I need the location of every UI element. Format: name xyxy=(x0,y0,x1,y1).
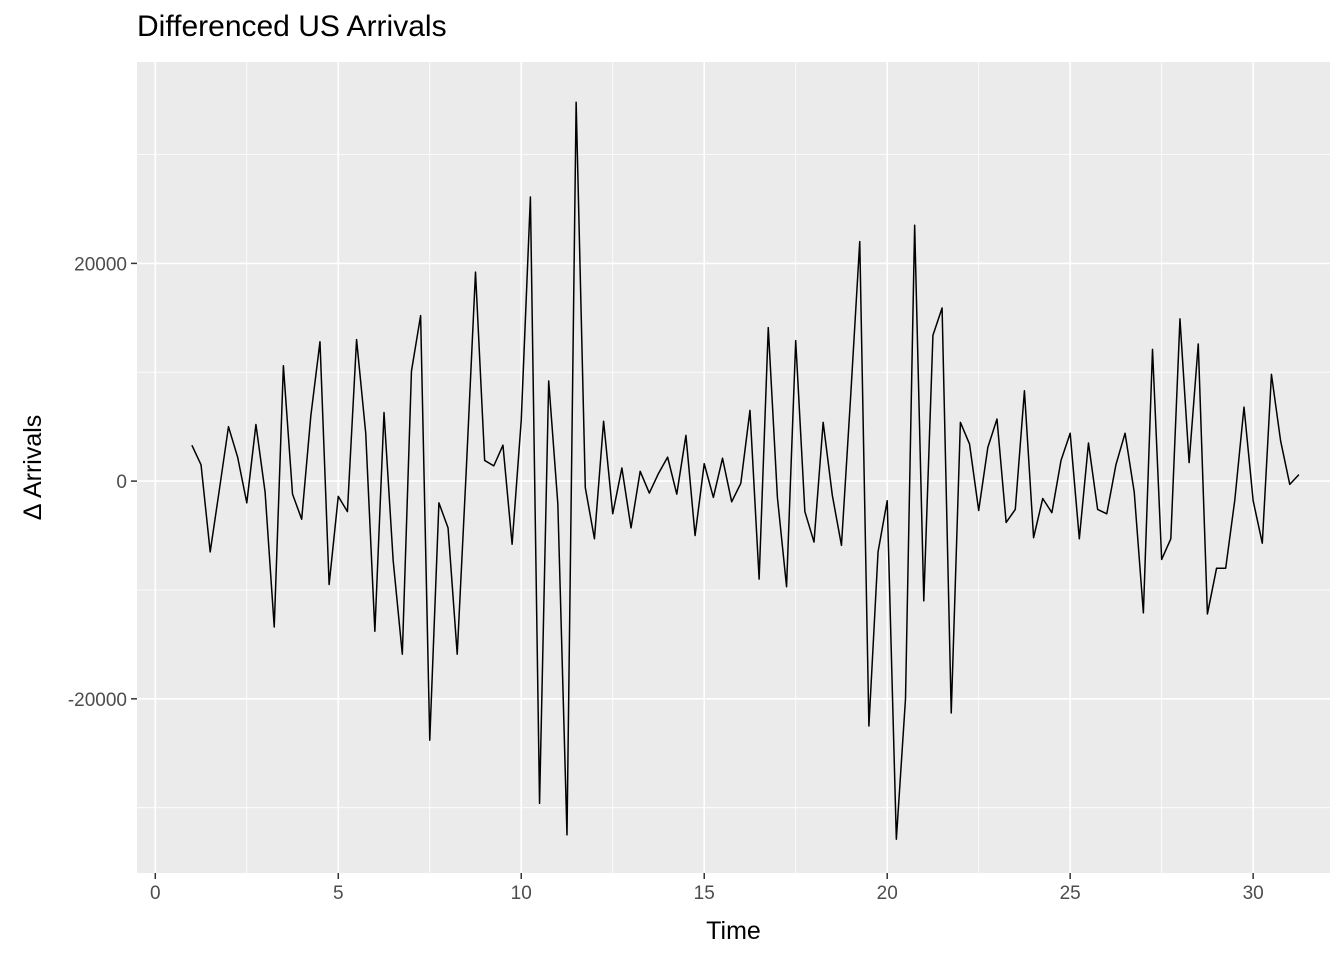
y-tick-label: 0 xyxy=(116,472,127,493)
x-tick-label: 10 xyxy=(511,883,532,904)
series-line xyxy=(191,101,1300,840)
x-axis-title: Time xyxy=(706,917,761,945)
minor-gridlines xyxy=(137,62,1330,873)
chart-title: Differenced US Arrivals xyxy=(137,10,447,43)
x-tick-label: 0 xyxy=(150,883,161,904)
plot-panel xyxy=(137,62,1330,873)
y-axis-ticks: -20000 0 20000 xyxy=(68,254,137,711)
x-axis-ticks: 0 5 10 15 20 25 30 xyxy=(150,873,1264,904)
y-axis-title: Δ Arrivals xyxy=(19,415,47,521)
x-tick-label: 20 xyxy=(877,883,898,904)
x-tick-label: 5 xyxy=(333,883,344,904)
y-tick-label: 20000 xyxy=(74,254,127,275)
x-tick-label: 15 xyxy=(694,883,715,904)
x-tick-label: 25 xyxy=(1060,883,1081,904)
x-tick-label: 30 xyxy=(1243,883,1264,904)
y-tick-label: -20000 xyxy=(68,690,127,711)
